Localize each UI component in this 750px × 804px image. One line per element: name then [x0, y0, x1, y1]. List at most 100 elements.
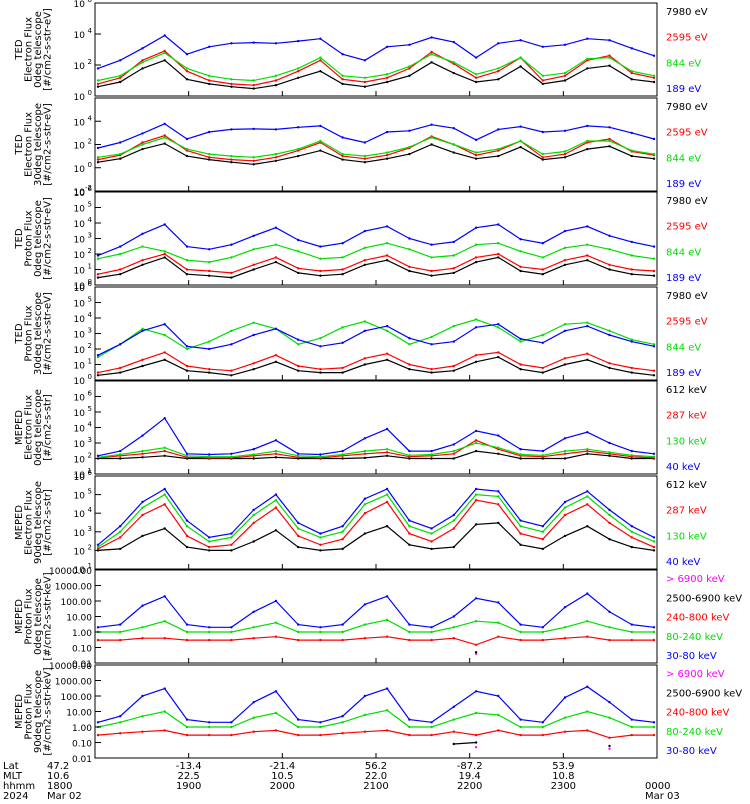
series-line-1 — [98, 450, 654, 460]
y-axis-label: MEPEDProton Flux0deg telescope[#/cm2-s-s… — [14, 572, 54, 660]
data-point — [452, 519, 455, 522]
data-point — [408, 67, 411, 70]
data-point — [519, 139, 522, 143]
data-point — [474, 154, 478, 157]
data-point — [319, 345, 322, 348]
data-point — [185, 454, 189, 457]
data-point — [363, 512, 367, 515]
data-point — [163, 417, 166, 420]
data-point — [586, 324, 589, 328]
series-line-4 — [97, 417, 655, 457]
data-point — [586, 321, 589, 324]
data-point — [341, 273, 344, 276]
y-tick-exponent: 2 — [88, 342, 92, 350]
data-point — [363, 623, 367, 626]
data-point — [252, 626, 255, 629]
data-point — [563, 323, 567, 326]
data-point — [474, 499, 478, 502]
x-axis-hhmm-label: 0000 — [645, 781, 670, 792]
data-point — [230, 543, 233, 546]
data-point — [363, 259, 367, 262]
data-point — [119, 59, 122, 62]
data-point — [208, 455, 211, 458]
data-point — [430, 343, 433, 346]
y-axis-label: MEPEDProton Flux90deg telescope[#/cm2-s-… — [14, 667, 54, 755]
data-point — [297, 364, 300, 368]
data-point — [430, 721, 433, 724]
data-point — [208, 721, 211, 724]
data-point — [163, 527, 166, 530]
data-point — [96, 67, 100, 70]
y-tick-exponent: 0 — [88, 89, 92, 97]
data-point — [141, 358, 144, 361]
data-point — [252, 248, 255, 251]
data-point — [608, 137, 611, 141]
data-point — [208, 340, 211, 343]
data-point — [563, 263, 567, 266]
panel-frame — [94, 664, 658, 759]
data-point — [541, 525, 544, 528]
y-tick-exponent: 6 — [88, 390, 93, 398]
data-point — [541, 256, 544, 259]
data-point — [119, 343, 122, 346]
data-point — [163, 142, 166, 145]
y-tick-label: 10 — [74, 142, 86, 152]
data-point — [163, 51, 166, 55]
legend-entry: > 6900 keV — [666, 574, 725, 585]
data-point — [630, 131, 633, 135]
x-axis-mlt-label: 22.5 — [178, 771, 200, 782]
data-point — [341, 152, 344, 156]
data-point — [297, 718, 300, 721]
data-point — [96, 545, 100, 549]
data-point — [608, 362, 611, 365]
data-point — [608, 610, 611, 613]
data-point — [141, 245, 144, 248]
data-point — [474, 620, 478, 623]
data-point — [586, 495, 589, 498]
y-tick-exponent: 2 — [88, 247, 92, 255]
data-point — [474, 326, 478, 329]
data-point — [119, 252, 122, 256]
data-point — [652, 269, 656, 273]
data-point — [563, 606, 567, 609]
legend-entry: 2500-6900 keV — [666, 688, 742, 699]
data-point — [274, 729, 278, 732]
series-line-1 — [97, 59, 655, 90]
data-point — [586, 259, 589, 262]
data-point — [608, 263, 611, 266]
data-point — [163, 729, 166, 732]
data-point — [208, 82, 211, 86]
y-tick-label: 10 — [74, 456, 86, 466]
y-axis-label: TEDProton Flux0deg telescope[#/cm2-s-str… — [14, 197, 54, 280]
data-point — [274, 456, 278, 459]
data-point — [163, 252, 166, 256]
data-point — [497, 154, 500, 158]
data-point — [474, 429, 478, 433]
y-tick-exponent: 6 — [88, 0, 93, 4]
data-point — [652, 374, 656, 377]
series-line-1 — [97, 256, 655, 279]
data-point — [274, 529, 278, 532]
data-point — [452, 718, 455, 721]
data-point — [208, 725, 211, 729]
y-tick-label: 10 — [74, 188, 86, 198]
data-point — [652, 274, 656, 277]
data-point — [252, 333, 255, 337]
data-point — [563, 534, 567, 538]
y-tick-exponent: 3 — [88, 232, 92, 240]
data-point — [163, 250, 166, 253]
data-point — [297, 369, 300, 372]
data-point — [163, 454, 166, 457]
data-point — [252, 513, 255, 517]
data-point — [252, 41, 255, 44]
data-point — [119, 157, 122, 160]
y-tick-label: 0.10 — [72, 645, 92, 655]
data-point — [252, 263, 255, 266]
data-point — [208, 130, 211, 134]
data-point — [497, 434, 500, 437]
data-point — [119, 638, 122, 642]
data-point — [652, 54, 656, 57]
data-point — [274, 621, 278, 624]
data-point — [430, 243, 433, 246]
data-point — [474, 360, 478, 363]
